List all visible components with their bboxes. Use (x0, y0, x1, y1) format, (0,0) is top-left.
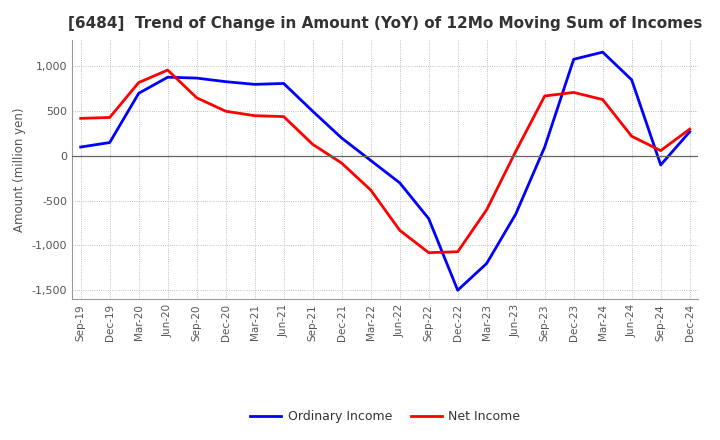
Ordinary Income (395, 180, 404, 186)
Ordinary Income (366, 158, 375, 163)
Net Income (105, 115, 114, 120)
Net Income (192, 95, 201, 100)
Net Income (511, 149, 520, 154)
Net Income (221, 109, 230, 114)
Ordinary Income (685, 129, 694, 135)
Ordinary Income (424, 216, 433, 221)
Net Income (685, 126, 694, 132)
Ordinary Income (541, 144, 549, 150)
Net Income (598, 97, 607, 102)
Ordinary Income (308, 109, 317, 114)
Ordinary Income (221, 79, 230, 84)
Ordinary Income (163, 74, 172, 80)
Ordinary Income (598, 49, 607, 55)
Ordinary Income (454, 288, 462, 293)
Ordinary Income (135, 91, 143, 96)
Ordinary Income (251, 82, 259, 87)
Net Income (366, 187, 375, 193)
Net Income (251, 113, 259, 118)
Net Income (308, 142, 317, 147)
Net Income (541, 93, 549, 99)
Net Income (627, 134, 636, 139)
Ordinary Income (105, 140, 114, 145)
Ordinary Income (192, 75, 201, 81)
Ordinary Income (76, 144, 85, 150)
Title: [6484]  Trend of Change in Amount (YoY) of 12Mo Moving Sum of Incomes: [6484] Trend of Change in Amount (YoY) o… (68, 16, 703, 32)
Ordinary Income (482, 261, 491, 266)
Net Income (338, 161, 346, 166)
Line: Net Income: Net Income (81, 70, 690, 253)
Net Income (76, 116, 85, 121)
Ordinary Income (657, 162, 665, 168)
Ordinary Income (570, 57, 578, 62)
Line: Ordinary Income: Ordinary Income (81, 52, 690, 290)
Net Income (657, 148, 665, 153)
Y-axis label: Amount (million yen): Amount (million yen) (13, 107, 26, 231)
Net Income (482, 207, 491, 213)
Net Income (424, 250, 433, 255)
Ordinary Income (279, 81, 288, 86)
Net Income (570, 90, 578, 95)
Ordinary Income (511, 212, 520, 217)
Net Income (135, 80, 143, 85)
Ordinary Income (627, 77, 636, 83)
Legend: Ordinary Income, Net Income: Ordinary Income, Net Income (245, 405, 526, 428)
Net Income (279, 114, 288, 119)
Net Income (163, 67, 172, 73)
Net Income (454, 249, 462, 254)
Ordinary Income (338, 136, 346, 141)
Net Income (395, 227, 404, 233)
